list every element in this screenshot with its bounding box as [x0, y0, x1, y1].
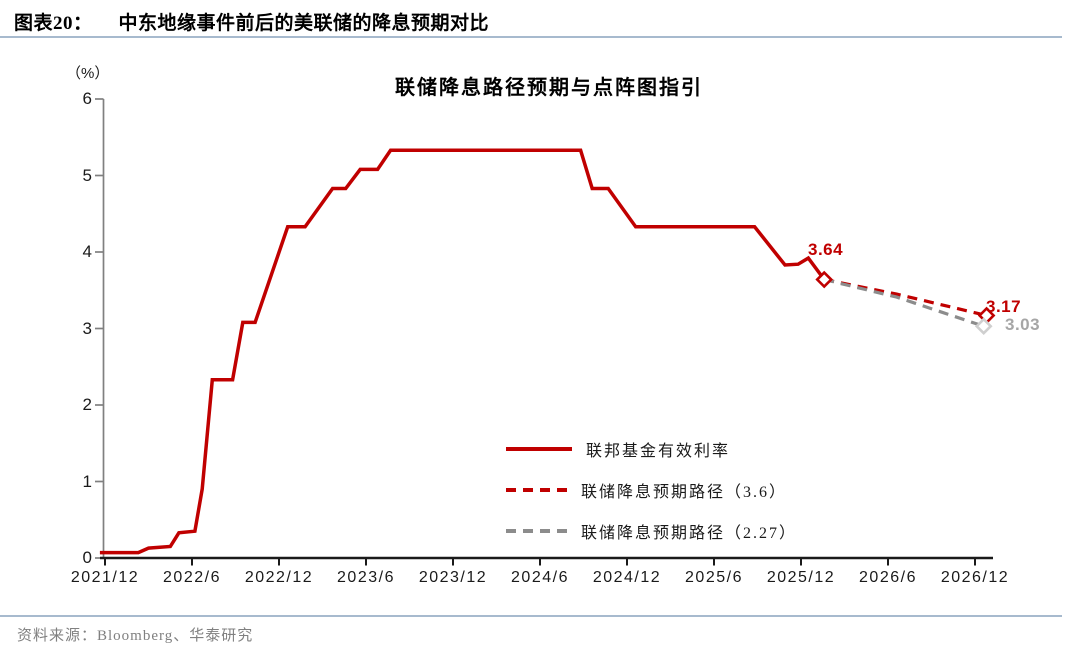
x-tick-label: 2022/6 [163, 569, 221, 586]
source-divider [0, 615, 1062, 617]
y-tick-label: 6 [82, 89, 92, 108]
y-tick-label: 5 [82, 165, 92, 185]
legend-item-2: 联储降息预期路径（2.27） [506, 520, 797, 542]
legend-label: 联储降息预期路径（3.6） [581, 484, 788, 501]
legend-solid-line-swatch [506, 447, 572, 451]
x-tick-label: 2026/12 [940, 569, 1010, 586]
x-tick-label: 2023/12 [418, 569, 488, 586]
legend-label: 联储降息预期路径（2.27） [581, 525, 798, 542]
legend-label: 联邦基金有效利率 [586, 443, 731, 460]
x-tick-label: 2023/6 [337, 569, 395, 586]
data-label-3-17: 3.17 [986, 297, 1022, 316]
legend-item-1: 联储降息预期路径（3.6） [506, 479, 797, 501]
y-tick-label: 3 [82, 318, 92, 338]
diamond-marker [815, 270, 834, 289]
y-tick-label: 4 [82, 242, 92, 261]
legend-dashed-line-swatch [506, 529, 567, 533]
series-line-2 [823, 277, 985, 328]
data-label-3-64: 3.64 [808, 240, 844, 259]
data-label-3-03: 3.03 [1005, 315, 1041, 334]
figure-header: 图表20： 中东地缘事件前后的美联储的降息预期对比 [14, 8, 1064, 34]
legend-item-0: 联邦基金有效利率 [506, 438, 797, 460]
figure-number: 图表20： [14, 13, 93, 34]
source-text: 资料来源：Bloomberg、华泰研究 [17, 628, 254, 644]
series-line-0 [99, 148, 826, 555]
legend-dashed-line-swatch [506, 488, 567, 492]
y-tick-label: 1 [82, 471, 92, 491]
figure-title: 中东地缘事件前后的美联储的降息预期对比 [118, 13, 490, 34]
chart-legend: 联邦基金有效利率联储降息预期路径（3.6） 联储降息预期路径（2.27） [506, 438, 797, 561]
header-divider [0, 36, 1062, 38]
x-tick-label: 2021/12 [70, 569, 140, 586]
y-tick-label: 0 [82, 548, 92, 567]
x-tick-label: 2025/6 [685, 569, 743, 586]
x-tick-label: 2022/12 [244, 569, 314, 586]
x-tick-label: 2024/6 [511, 569, 569, 586]
x-tick-label: 2025/12 [766, 569, 836, 586]
y-tick-label: 2 [82, 395, 92, 414]
x-tick-label: 2024/12 [592, 569, 662, 586]
diamond-marker [974, 317, 993, 336]
y-axis-unit-label: （%） [66, 65, 110, 82]
chart-title: 联储降息路径预期与点阵图指引 [395, 77, 703, 99]
x-tick-label: 2026/6 [859, 569, 917, 586]
